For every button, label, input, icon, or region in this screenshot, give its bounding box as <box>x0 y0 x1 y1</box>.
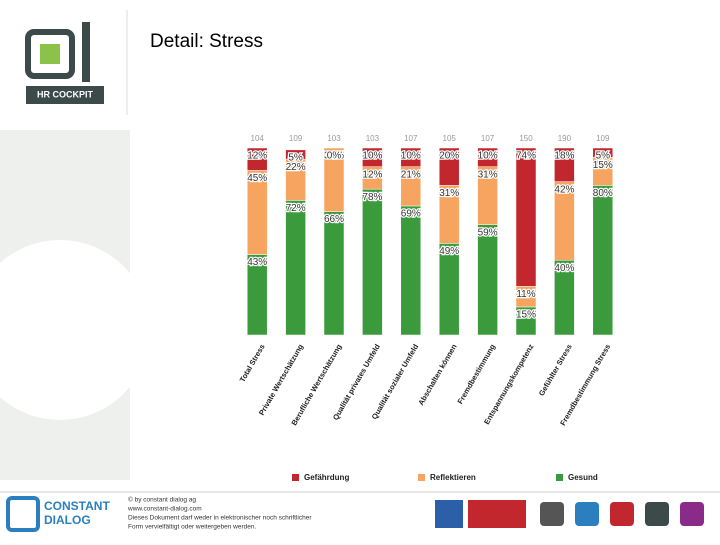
count-label: 109 <box>596 134 610 143</box>
bar-segment <box>246 147 268 171</box>
value-label: 74% <box>516 151 536 162</box>
value-label: 45% <box>247 173 267 184</box>
count-label: 107 <box>404 134 418 143</box>
bar-segment <box>554 147 575 182</box>
value-label: 31% <box>439 188 459 199</box>
value-label: 20% <box>439 151 459 162</box>
bar-segment <box>477 224 498 336</box>
bar-segment <box>592 185 614 336</box>
value-label: 18% <box>554 151 574 162</box>
count-label: 190 <box>558 134 572 143</box>
bar-segment <box>592 147 614 158</box>
value-label: 5% <box>288 153 303 164</box>
count-label: 150 <box>519 134 533 143</box>
legend-swatch <box>418 474 425 481</box>
brand: DIALOG <box>44 513 91 527</box>
value-label: 22% <box>286 162 306 173</box>
bar-segment <box>285 149 306 160</box>
value-label: 40% <box>554 263 574 274</box>
value-label: 69% <box>401 209 421 220</box>
value-label: 66% <box>324 214 344 225</box>
value-label: 10% <box>401 151 421 162</box>
count-label: 104 <box>251 134 265 143</box>
value-label: 49% <box>439 246 459 257</box>
value-label: 42% <box>554 184 574 195</box>
value-label: 21% <box>401 169 421 180</box>
value-label: 10% <box>362 151 382 162</box>
value-label: 43% <box>247 257 267 268</box>
footer-line: Form vervielfältigt oder weitergeben wer… <box>128 524 256 531</box>
value-label: 31% <box>478 169 498 180</box>
legend-swatch <box>556 474 563 481</box>
value-label: 12% <box>247 151 267 162</box>
value-label: 34% <box>324 151 344 162</box>
bar-segment <box>400 205 422 336</box>
value-label: 72% <box>286 203 306 214</box>
legend-label: Reflektieren <box>430 473 476 482</box>
footer-line: © by constant dialog ag <box>128 496 196 504</box>
logo: HR COCKPIT <box>25 22 104 104</box>
bar-segment <box>285 200 306 336</box>
value-label: 11% <box>516 289 535 300</box>
bar-segment <box>400 147 422 167</box>
count-label: 103 <box>366 134 380 143</box>
value-label: 15% <box>516 310 536 321</box>
value-label: 5% <box>596 151 611 162</box>
bar-segment <box>323 211 345 336</box>
value-label: 80% <box>593 188 613 199</box>
value-label: 12% <box>362 169 382 180</box>
bar-segment <box>362 147 383 167</box>
bar-segment <box>323 147 345 212</box>
bar-segment <box>362 188 383 336</box>
legend-label: Gefährdung <box>304 473 349 482</box>
count-label: 103 <box>327 134 341 143</box>
count-label: 109 <box>289 134 303 143</box>
value-label: 59% <box>478 227 498 238</box>
bar-segment <box>515 147 537 287</box>
logo-text: HR COCKPIT <box>37 89 94 99</box>
value-label: 15% <box>593 160 613 171</box>
count-label: 105 <box>443 134 457 143</box>
value-label: 78% <box>362 192 382 203</box>
bar-segment <box>477 147 498 167</box>
brand: CONSTANT <box>44 499 110 513</box>
count-label: 107 <box>481 134 495 143</box>
value-label: 10% <box>478 151 498 162</box>
footer-line: www.constant-dialog.com <box>127 506 202 513</box>
value-label: 0% <box>327 151 342 162</box>
slide-title: Detail: Stress <box>150 31 263 52</box>
legend-swatch <box>292 474 299 481</box>
bar-segment <box>438 243 460 336</box>
footer-line: Dieses Dokument darf weder in elektronis… <box>128 515 312 522</box>
legend-label: Gesund <box>568 473 598 482</box>
bar-segment <box>438 147 460 186</box>
decoration <box>0 130 150 480</box>
footer: CONSTANT DIALOG © by constant dialog ag … <box>0 491 720 532</box>
